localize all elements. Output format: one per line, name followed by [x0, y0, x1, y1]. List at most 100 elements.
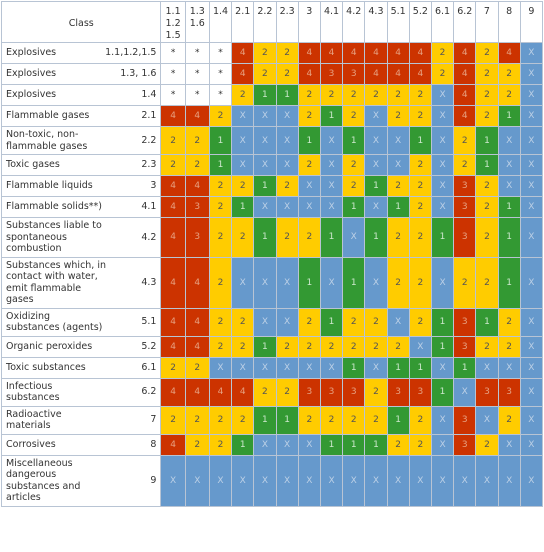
column-header: 7: [475, 1, 499, 43]
segregation-cell: 2: [475, 196, 499, 218]
row-label-text: Non-toxic, non-flammable gases: [6, 129, 88, 152]
segregation-cell: 1: [342, 256, 366, 309]
column-header-line: 7: [483, 6, 490, 17]
segregation-cell: 2: [231, 175, 255, 197]
segregation-cell: 2: [184, 126, 210, 155]
segregation-cell: 2: [342, 335, 366, 358]
segregation-cell: 4: [231, 42, 255, 64]
segregation-cell: X: [342, 454, 366, 507]
segregation-cell: X: [408, 335, 432, 358]
segregation-cell: 2: [408, 196, 432, 218]
row-class: 9: [150, 474, 157, 486]
column-header: 1.4: [208, 1, 233, 43]
segregation-cell: 4: [453, 84, 477, 106]
segregation-cell: X: [386, 126, 410, 155]
segregation-cell: 1: [297, 256, 321, 309]
row-label: Toxic gases 2.3: [6, 159, 156, 171]
column-header: 3: [297, 1, 321, 43]
row-label-cell: Radioactive materials 7: [0, 405, 162, 435]
segregation-cell: *: [160, 42, 186, 64]
segregation-cell: X: [519, 433, 544, 456]
row-label-cell: Miscellaneous dangerous substances and a…: [0, 454, 162, 507]
row-label-text: Radioactive materials: [6, 408, 62, 432]
segregation-cell: X: [364, 454, 388, 507]
segregation-cell: 2: [275, 335, 299, 358]
column-header-line: 5.2: [412, 6, 428, 17]
segregation-cell: X: [231, 454, 255, 507]
segregation-cell: 2: [364, 405, 388, 435]
segregation-cell: 4: [408, 42, 432, 64]
segregation-cell: 1: [275, 84, 299, 106]
column-header: 4.3: [364, 1, 388, 43]
segregation-cell: X: [253, 154, 277, 176]
row-label: Substances liable to spontaneous combust…: [6, 220, 156, 255]
row-label: Substances which, in contact with water,…: [6, 260, 156, 306]
segregation-cell: 4: [184, 175, 210, 197]
segregation-cell: 3: [475, 377, 499, 407]
segregation-cell: 2: [386, 105, 410, 127]
row-label: Corrosives 8: [6, 439, 156, 451]
row-label-cell: Substances which, in contact with water,…: [0, 256, 162, 309]
segregation-cell: X: [430, 405, 455, 435]
segregation-cell: 4: [231, 377, 255, 407]
segregation-cell: 2: [297, 154, 321, 176]
column-header: 9: [519, 1, 544, 43]
segregation-cell: X: [475, 405, 499, 435]
segregation-cell: X: [297, 175, 321, 197]
segregation-cell: X: [275, 433, 299, 456]
segregation-cell: 1: [364, 433, 388, 456]
segregation-cell: 2: [497, 84, 521, 106]
segregation-cell: 4: [342, 42, 366, 64]
segregation-cell: 2: [364, 377, 388, 407]
segregation-cell: 1: [319, 105, 344, 127]
segregation-cell: X: [253, 454, 277, 507]
class-header: Class: [0, 1, 162, 43]
segregation-cell: X: [408, 454, 432, 507]
segregation-cell: 4: [231, 63, 255, 85]
row-label-text: Explosives: [6, 89, 57, 101]
table-row: Radioactive materials 7 2 2 2 2 1 1 2 2 2 2 1 2 X 3 X 2 X: [0, 405, 544, 435]
segregation-cell: 4: [160, 335, 186, 358]
segregation-cell: 1: [497, 196, 521, 218]
column-header-line: 4.3: [368, 6, 384, 17]
segregation-cell: X: [297, 454, 321, 507]
column-header-line: 1.3: [189, 6, 205, 17]
segregation-cell: 2: [475, 175, 499, 197]
segregation-cell: 2: [408, 433, 432, 456]
row-label: Flammable solids**) 4.1: [6, 201, 156, 213]
segregation-cell: 2: [297, 307, 321, 337]
segregation-cell: 2: [231, 405, 255, 435]
segregation-cell: X: [184, 454, 210, 507]
segregation-cell: 3: [184, 217, 210, 258]
row-class: 1.1,1.2,1.5: [105, 47, 157, 59]
segregation-cell: 3: [319, 63, 344, 85]
segregation-cell: 4: [453, 105, 477, 127]
segregation-cell: 4: [184, 377, 210, 407]
segregation-cell: X: [231, 256, 255, 309]
segregation-cell: 1: [386, 405, 410, 435]
segregation-cell: X: [275, 105, 299, 127]
segregation-cell: X: [275, 307, 299, 337]
row-class: 6.2: [141, 386, 157, 398]
segregation-cell: X: [519, 154, 544, 176]
table-row: Infectious substances 6.2 4 4 4 4 2 2 3 3 3 2 3 3 1 X 3 3…: [0, 377, 544, 407]
row-label-text: Toxic substances: [6, 361, 86, 373]
segregation-cell: 2: [364, 84, 388, 106]
segregation-cell: 1: [275, 405, 299, 435]
segregation-cell: 1: [342, 126, 366, 155]
row-class: 2.3: [141, 159, 157, 171]
column-header: 5.2: [408, 1, 432, 43]
segregation-cell: X: [364, 126, 388, 155]
column-header-line: 1.2: [165, 18, 181, 29]
segregation-cell: X: [497, 356, 521, 379]
segregation-cell: 1: [497, 217, 521, 258]
segregation-cell: 3: [497, 377, 521, 407]
column-header-line: 2.1: [235, 6, 251, 17]
segregation-cell: 4: [386, 63, 410, 85]
segregation-cell: 1: [319, 307, 344, 337]
segregation-cell: 2: [160, 356, 186, 379]
segregation-cell: 4: [408, 63, 432, 85]
segregation-cell: 2: [497, 307, 521, 337]
segregation-cell: 2: [275, 42, 299, 64]
